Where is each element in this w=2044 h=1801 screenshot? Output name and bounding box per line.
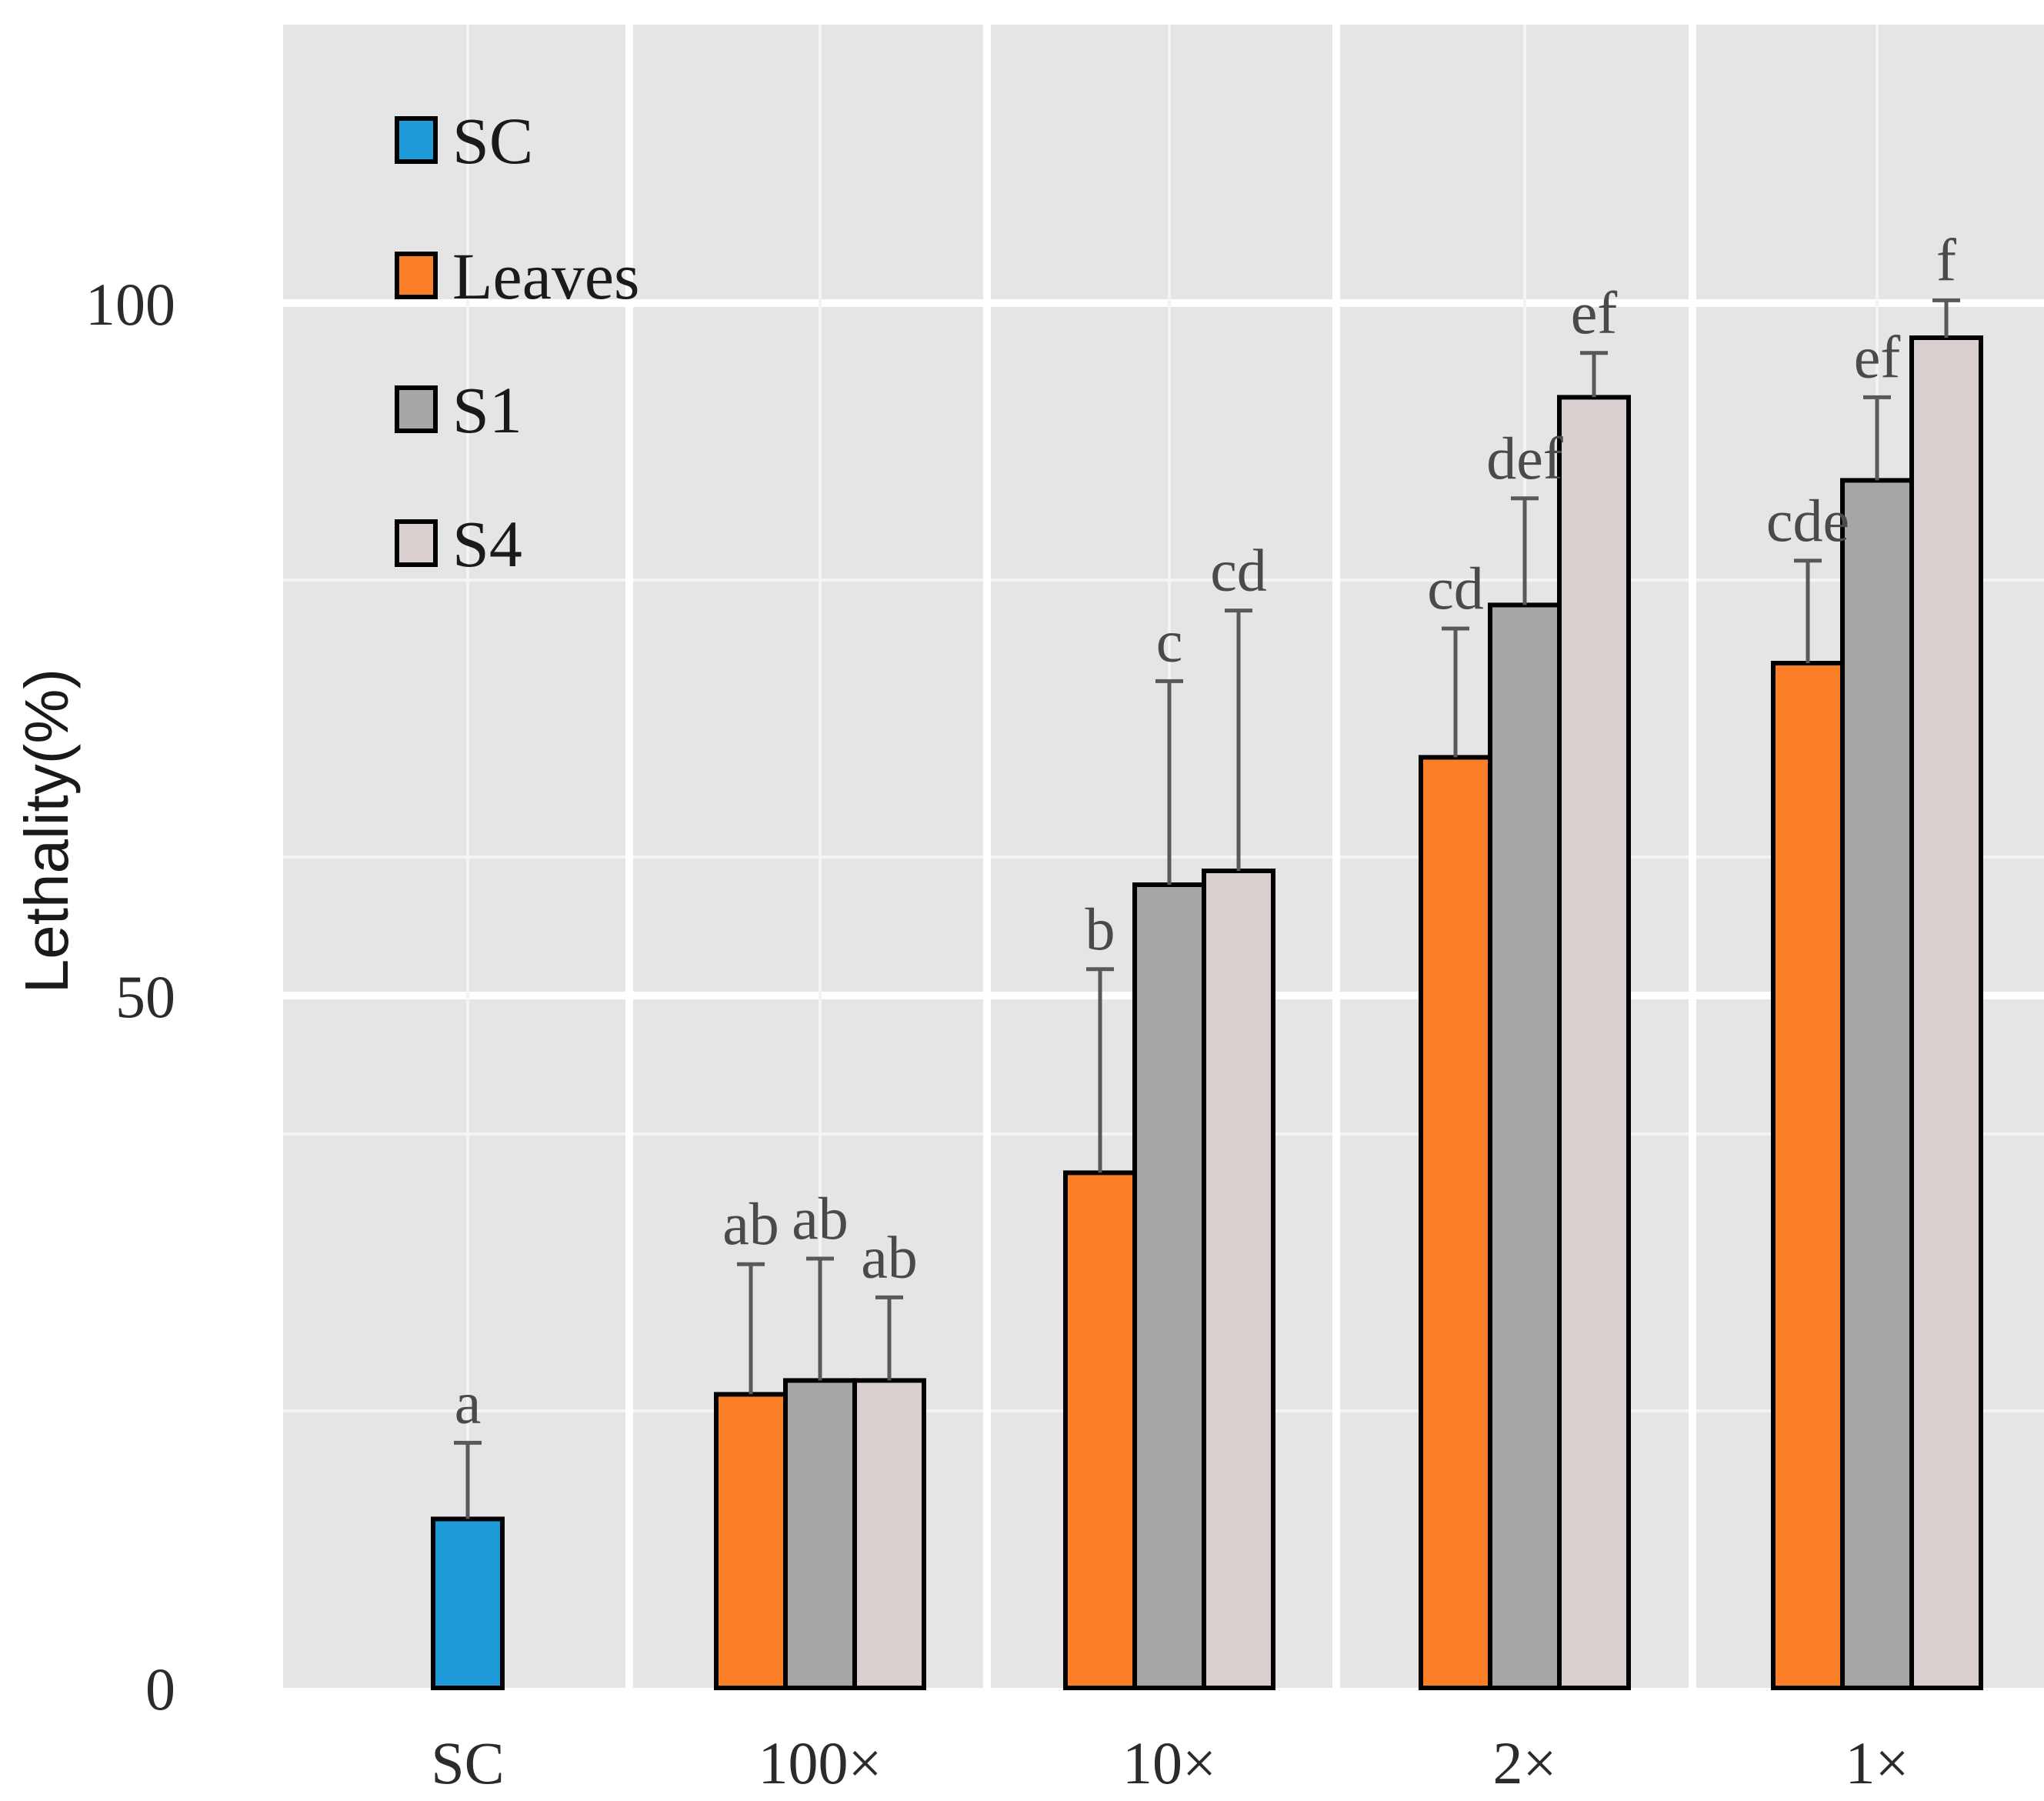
y-axis-ticks: 0 50 100 (85, 271, 175, 1723)
legend-swatch-s1 (395, 385, 438, 433)
error-bars (454, 298, 1960, 1519)
legend-swatch-leaves (395, 252, 438, 299)
bar-s1-10x (1132, 882, 1206, 1690)
bar-leaves-10x (1063, 1170, 1137, 1690)
bars (431, 335, 1983, 1691)
bar-s1-1x (1840, 478, 1914, 1690)
significance-letter-leaves-10x: b (1085, 895, 1115, 962)
bar-s4-10x (1202, 869, 1275, 1690)
significance-letter-s4-100x: ab (861, 1223, 918, 1290)
y-tick-label: 50 (115, 963, 175, 1030)
legend-label-sc: SC (452, 104, 533, 178)
significance-letter-leaves-1x: cde (1766, 487, 1849, 554)
legend: SC Leaves S1 S4 (395, 104, 640, 581)
bar-s1-100x (783, 1378, 857, 1691)
bar-leaves-2x (1419, 755, 1492, 1690)
x-tick-label-10x: 10× (1122, 1729, 1216, 1796)
significance-letter-leaves-2x: cd (1427, 555, 1484, 622)
legend-label-s1: S1 (452, 373, 522, 447)
legend-label-leaves: Leaves (452, 239, 640, 313)
significance-letter-leaves-100x: ab (722, 1190, 779, 1257)
bar-s4-2x (1557, 395, 1631, 1690)
significance-letter-s4-1x: f (1936, 226, 1956, 293)
significance-letter-s4-10x: cd (1210, 537, 1267, 604)
legend-swatch-sc (395, 116, 438, 164)
x-tick-label-2x: 2× (1493, 1729, 1557, 1796)
bar-s4-1x (1909, 335, 1983, 1690)
bar-s4-100x (852, 1378, 926, 1691)
y-tick-label: 100 (85, 271, 175, 338)
y-axis-label: Lethality(%) (12, 669, 81, 993)
legend-label-s4: S4 (452, 507, 522, 581)
x-tick-label-100x: 100× (759, 1729, 882, 1796)
bar-s1-2x (1488, 602, 1562, 1690)
significance-letter-s1-100x: ab (792, 1185, 849, 1252)
x-tick-label-1x: 1× (1846, 1729, 1909, 1796)
significance-letter-s1-2x: def (1486, 425, 1563, 492)
significance-letter-sc-sc: a (455, 1369, 482, 1436)
significance-letter-s1-1x: ef (1854, 323, 1901, 390)
x-tick-label-sc: SC (431, 1729, 504, 1796)
significance-letter-s1-10x: c (1156, 607, 1183, 674)
significance-letter-s4-2x: ef (1571, 279, 1618, 346)
y-tick-label: 0 (145, 1656, 175, 1723)
bar-leaves-1x (1771, 661, 1845, 1690)
legend-swatch-s4 (395, 519, 438, 567)
x-axis-ticks: SC 100× 10× 2× 1× (431, 1729, 1909, 1796)
bar-leaves-100x (714, 1392, 788, 1691)
bar-sc-sc (431, 1516, 505, 1691)
